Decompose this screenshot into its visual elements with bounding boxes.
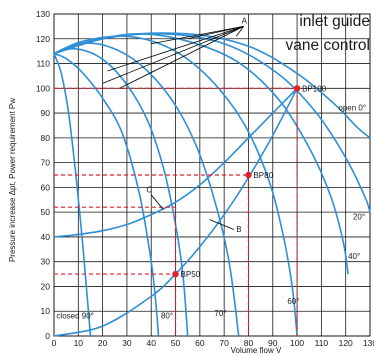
- pressure-curve: [53, 32, 371, 139]
- y-tick-label: 70: [41, 158, 51, 168]
- operating-point-label: BP50: [181, 270, 201, 279]
- x-tick-label: 120: [339, 338, 353, 348]
- annotation-a-leader: [235, 26, 244, 37]
- annotation-a-leader: [187, 25, 244, 40]
- pressure-curve-label: open 0°: [338, 104, 366, 113]
- x-tick-label: 70: [219, 338, 229, 348]
- power-curve-c-leader: [150, 194, 164, 210]
- power-curve-c: [53, 87, 298, 238]
- pressure-curve: [53, 32, 371, 213]
- pressure-curve: [53, 47, 189, 337]
- pressure-curve-label: 80°: [161, 312, 173, 321]
- x-tick-label: 80: [244, 338, 254, 348]
- y-tick-label: 50: [41, 207, 51, 217]
- y-tick-label: 0: [45, 331, 50, 341]
- y-tick-label: 40: [41, 232, 51, 242]
- x-tick-label: 50: [171, 338, 181, 348]
- y-tick-label: 60: [41, 182, 51, 192]
- system-curve-b: [53, 87, 298, 337]
- x-tick-label: 100: [290, 338, 304, 348]
- x-tick-label: 90: [268, 338, 278, 348]
- y-tick-label: 30: [41, 257, 51, 267]
- x-tick-label: 130: [363, 338, 374, 348]
- pressure-curve: [53, 52, 160, 337]
- annotations: BP100 BP80 BP50 closed 90° 80° 70° 60° 40° 20° op…: [56, 16, 366, 320]
- operating-point-label: BP80: [253, 171, 273, 180]
- pressure-curve: [53, 35, 298, 337]
- operating-point-label: BP100: [302, 84, 327, 93]
- x-tick-label: 20: [98, 338, 108, 348]
- system-curve-b-leader: [209, 219, 235, 230]
- y-tick-labels: 0 10 20 30 40 50 60 70 80 90 100 110 120 130: [36, 9, 50, 341]
- annotation-a-leader: [151, 25, 244, 45]
- system-and-power-curves: [53, 87, 298, 337]
- x-axis-label: Volume flow V̇: [231, 346, 282, 355]
- power-curve-c-label: C: [146, 185, 152, 194]
- pressure-curve-label: 60°: [287, 297, 299, 306]
- title-line-1: inlet guide: [299, 13, 370, 30]
- y-tick-label: 80: [41, 133, 51, 143]
- x-tick-label: 110: [315, 338, 329, 348]
- pressure-curve-label: 70°: [214, 309, 226, 318]
- x-tick-label: 40: [146, 338, 156, 348]
- x-tick-labels: 0 10 20 30 40 50 60 70 80 90 100 110 120 130: [52, 338, 374, 348]
- y-tick-label: 90: [41, 108, 51, 118]
- y-tick-label: 130: [36, 9, 50, 19]
- x-tick-label: 0: [52, 338, 57, 348]
- pressure-curve-label: closed 90°: [56, 312, 93, 321]
- operating-point-marker: [293, 85, 301, 92]
- x-tick-label: 10: [74, 338, 84, 348]
- system-curve-b-label: B: [236, 225, 241, 234]
- title-line-2: vane control: [286, 37, 370, 54]
- y-tick-label: 10: [41, 306, 51, 316]
- annotation-a-leader: [107, 26, 244, 72]
- y-tick-label: 100: [36, 83, 50, 93]
- y-tick-label: 120: [36, 34, 50, 44]
- y-axis-label: Pressure increase Δpt, Power requirement…: [8, 98, 17, 262]
- y-tick-label: 20: [41, 281, 51, 291]
- pressure-curve-label: 40°: [348, 252, 360, 261]
- operating-point-marker: [245, 171, 252, 179]
- x-tick-label: 30: [122, 338, 132, 348]
- pressure-curve: [53, 53, 92, 337]
- operating-point-guides: [54, 85, 301, 336]
- annotation-a-leader: [119, 26, 244, 89]
- x-tick-label: 60: [195, 338, 205, 348]
- pressure-curve-label: 20°: [353, 213, 365, 222]
- annotation-a-label: A: [242, 16, 248, 25]
- y-tick-label: 110: [36, 59, 50, 69]
- annotation-a-leader: [102, 26, 244, 84]
- pressure-curves: [53, 32, 371, 337]
